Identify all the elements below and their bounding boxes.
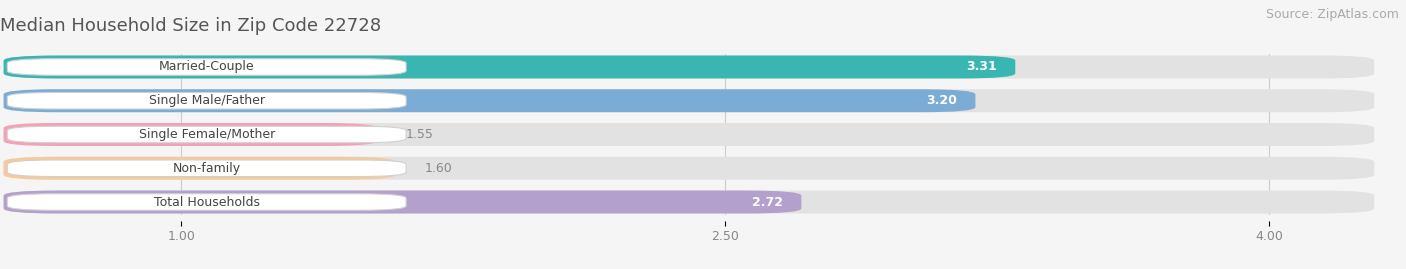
Text: Single Female/Mother: Single Female/Mother xyxy=(139,128,274,141)
FancyBboxPatch shape xyxy=(7,93,406,109)
Text: 3.20: 3.20 xyxy=(927,94,957,107)
Text: Non-family: Non-family xyxy=(173,162,240,175)
Text: Married-Couple: Married-Couple xyxy=(159,61,254,73)
FancyBboxPatch shape xyxy=(7,194,406,210)
FancyBboxPatch shape xyxy=(4,89,976,112)
FancyBboxPatch shape xyxy=(4,89,1374,112)
Text: Median Household Size in Zip Code 22728: Median Household Size in Zip Code 22728 xyxy=(0,17,381,35)
FancyBboxPatch shape xyxy=(7,126,406,143)
FancyBboxPatch shape xyxy=(4,157,395,180)
FancyBboxPatch shape xyxy=(4,55,1015,79)
Text: 1.60: 1.60 xyxy=(425,162,451,175)
Text: 3.31: 3.31 xyxy=(966,61,997,73)
FancyBboxPatch shape xyxy=(4,190,801,214)
Text: Source: ZipAtlas.com: Source: ZipAtlas.com xyxy=(1265,8,1399,21)
FancyBboxPatch shape xyxy=(7,160,406,176)
Text: Total Households: Total Households xyxy=(153,196,260,208)
Text: 1.55: 1.55 xyxy=(406,128,434,141)
FancyBboxPatch shape xyxy=(4,55,1374,79)
Text: Single Male/Father: Single Male/Father xyxy=(149,94,264,107)
FancyBboxPatch shape xyxy=(4,157,1374,180)
FancyBboxPatch shape xyxy=(4,123,377,146)
FancyBboxPatch shape xyxy=(7,59,406,75)
FancyBboxPatch shape xyxy=(4,123,1374,146)
Text: 2.72: 2.72 xyxy=(752,196,783,208)
FancyBboxPatch shape xyxy=(4,190,1374,214)
